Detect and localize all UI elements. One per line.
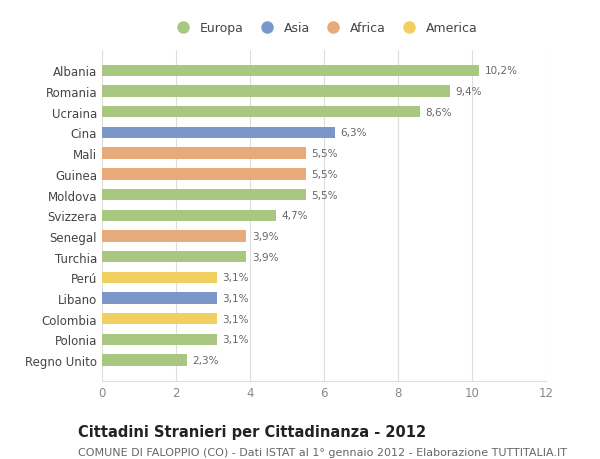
Text: 3,9%: 3,9% xyxy=(252,231,278,241)
Text: 2,3%: 2,3% xyxy=(193,355,219,365)
Bar xyxy=(102,210,276,221)
Bar xyxy=(102,86,450,97)
Text: 3,1%: 3,1% xyxy=(222,293,249,303)
Bar xyxy=(102,313,217,325)
Text: 3,1%: 3,1% xyxy=(222,314,249,324)
Bar xyxy=(102,107,420,118)
Text: 9,4%: 9,4% xyxy=(455,87,482,97)
Text: 10,2%: 10,2% xyxy=(485,66,518,76)
Text: 4,7%: 4,7% xyxy=(281,211,308,221)
Bar xyxy=(102,293,217,304)
Text: 8,6%: 8,6% xyxy=(426,107,452,118)
Bar xyxy=(102,169,305,180)
Text: COMUNE DI FALOPPIO (CO) - Dati ISTAT al 1° gennaio 2012 - Elaborazione TUTTITALI: COMUNE DI FALOPPIO (CO) - Dati ISTAT al … xyxy=(78,448,567,458)
Bar xyxy=(102,231,247,242)
Legend: Europa, Asia, Africa, America: Europa, Asia, Africa, America xyxy=(165,17,483,40)
Bar xyxy=(102,355,187,366)
Bar xyxy=(102,190,305,201)
Bar xyxy=(102,272,217,283)
Text: 5,5%: 5,5% xyxy=(311,149,338,159)
Bar xyxy=(102,66,479,77)
Text: 6,3%: 6,3% xyxy=(341,128,367,138)
Bar xyxy=(102,128,335,139)
Text: 3,1%: 3,1% xyxy=(222,273,249,283)
Text: 5,5%: 5,5% xyxy=(311,169,338,179)
Bar xyxy=(102,148,305,159)
Bar xyxy=(102,252,247,263)
Text: 3,1%: 3,1% xyxy=(222,335,249,345)
Text: 5,5%: 5,5% xyxy=(311,190,338,200)
Text: Cittadini Stranieri per Cittadinanza - 2012: Cittadini Stranieri per Cittadinanza - 2… xyxy=(78,425,426,440)
Bar xyxy=(102,334,217,345)
Text: 3,9%: 3,9% xyxy=(252,252,278,262)
